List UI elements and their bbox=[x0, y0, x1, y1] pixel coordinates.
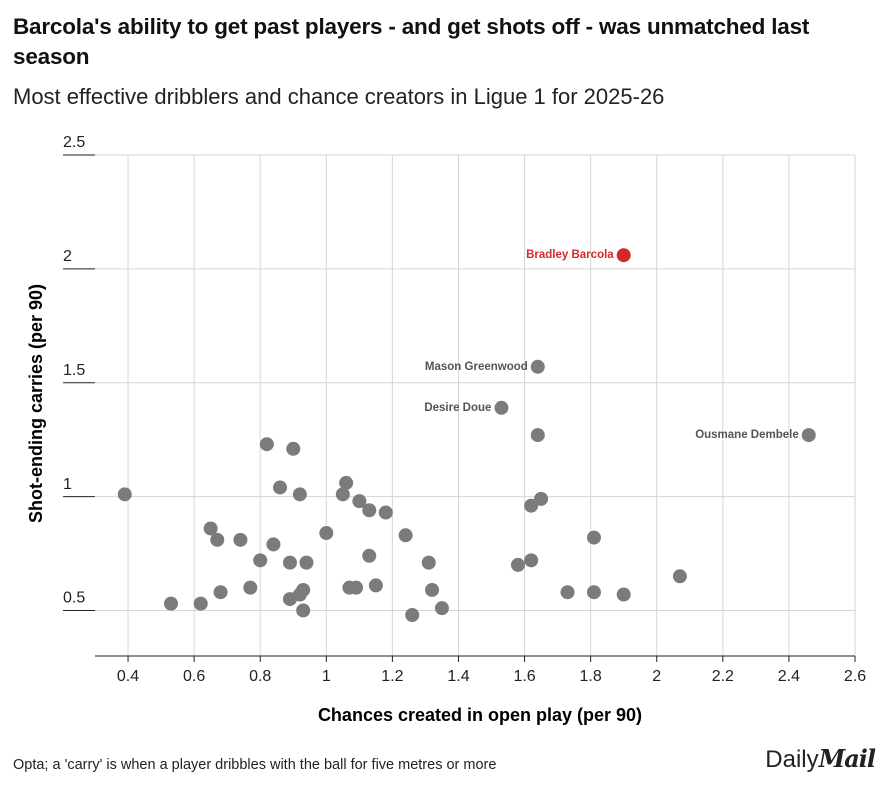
y-tick-label: 1.5 bbox=[63, 362, 85, 379]
point bbox=[299, 555, 314, 570]
point bbox=[616, 248, 631, 263]
source-note: Opta; a 'carry' is when a player dribble… bbox=[13, 757, 497, 773]
point bbox=[421, 555, 436, 570]
point bbox=[210, 532, 225, 547]
point bbox=[273, 480, 288, 495]
point bbox=[801, 428, 816, 443]
point bbox=[117, 487, 132, 502]
y-tick-label: 0.5 bbox=[63, 590, 85, 607]
chart-title: Barcola's ability to get past players - … bbox=[13, 14, 810, 69]
x-tick-label: 0.8 bbox=[249, 668, 271, 685]
point bbox=[164, 596, 178, 611]
point bbox=[524, 553, 539, 568]
point-label: Bradley Barcola bbox=[526, 249, 614, 261]
point bbox=[233, 532, 248, 547]
point bbox=[339, 475, 354, 490]
logo-right: Mail bbox=[818, 744, 876, 773]
point bbox=[213, 585, 228, 600]
point bbox=[193, 596, 208, 611]
point bbox=[352, 494, 367, 509]
x-tick-label: 2.2 bbox=[712, 668, 734, 685]
point bbox=[524, 498, 539, 513]
x-tick-label: 1.4 bbox=[447, 668, 469, 685]
point bbox=[398, 528, 413, 543]
point bbox=[425, 582, 440, 597]
point bbox=[530, 359, 545, 374]
x-tick-label: 2.4 bbox=[778, 668, 800, 685]
point bbox=[378, 505, 393, 520]
point bbox=[349, 580, 364, 595]
x-tick-label: 0.6 bbox=[183, 668, 205, 685]
point bbox=[368, 578, 383, 593]
point bbox=[319, 526, 334, 541]
chart-subtitle: Most effective dribblers and chance crea… bbox=[13, 84, 665, 109]
x-tick-label: 1.6 bbox=[513, 668, 535, 685]
point bbox=[292, 487, 307, 502]
point bbox=[586, 585, 601, 600]
point bbox=[534, 491, 549, 506]
x-tick-label: 0.4 bbox=[117, 668, 139, 685]
y-tick-label: 2.5 bbox=[63, 134, 85, 151]
point bbox=[243, 580, 258, 595]
point bbox=[253, 553, 268, 568]
point bbox=[586, 530, 601, 545]
point bbox=[560, 585, 575, 600]
point-label: Mason Greenwood bbox=[425, 361, 528, 373]
point bbox=[296, 582, 311, 597]
logo: DailyMail bbox=[765, 744, 876, 774]
x-tick-label: 1 bbox=[322, 668, 331, 685]
x-tick-label: 2.6 bbox=[844, 668, 866, 685]
x-tick-label: 1.8 bbox=[580, 668, 602, 685]
point bbox=[282, 555, 297, 570]
point bbox=[434, 601, 449, 616]
y-tick-label: 2 bbox=[63, 248, 72, 265]
point bbox=[335, 487, 350, 502]
y-axis-title: Shot-ending carries (per 90) bbox=[26, 284, 46, 523]
x-axis-title: Chances created in open play (per 90) bbox=[318, 705, 642, 725]
x-tick-label: 1.2 bbox=[381, 668, 403, 685]
point bbox=[362, 548, 377, 563]
logo-left: Daily bbox=[765, 746, 819, 773]
point bbox=[672, 569, 687, 584]
point bbox=[266, 537, 281, 552]
point bbox=[362, 503, 377, 518]
point bbox=[286, 441, 301, 456]
point bbox=[530, 428, 545, 443]
y-tick-label: 1 bbox=[63, 476, 72, 493]
point bbox=[259, 437, 274, 452]
x-tick-label: 2 bbox=[652, 668, 661, 685]
point bbox=[510, 557, 525, 572]
point bbox=[616, 587, 631, 602]
point bbox=[296, 603, 311, 618]
point bbox=[494, 400, 509, 415]
point bbox=[203, 521, 218, 536]
point bbox=[405, 608, 420, 623]
point-label: Desire Doue bbox=[424, 402, 491, 414]
point-label: Ousmane Dembele bbox=[695, 429, 799, 441]
